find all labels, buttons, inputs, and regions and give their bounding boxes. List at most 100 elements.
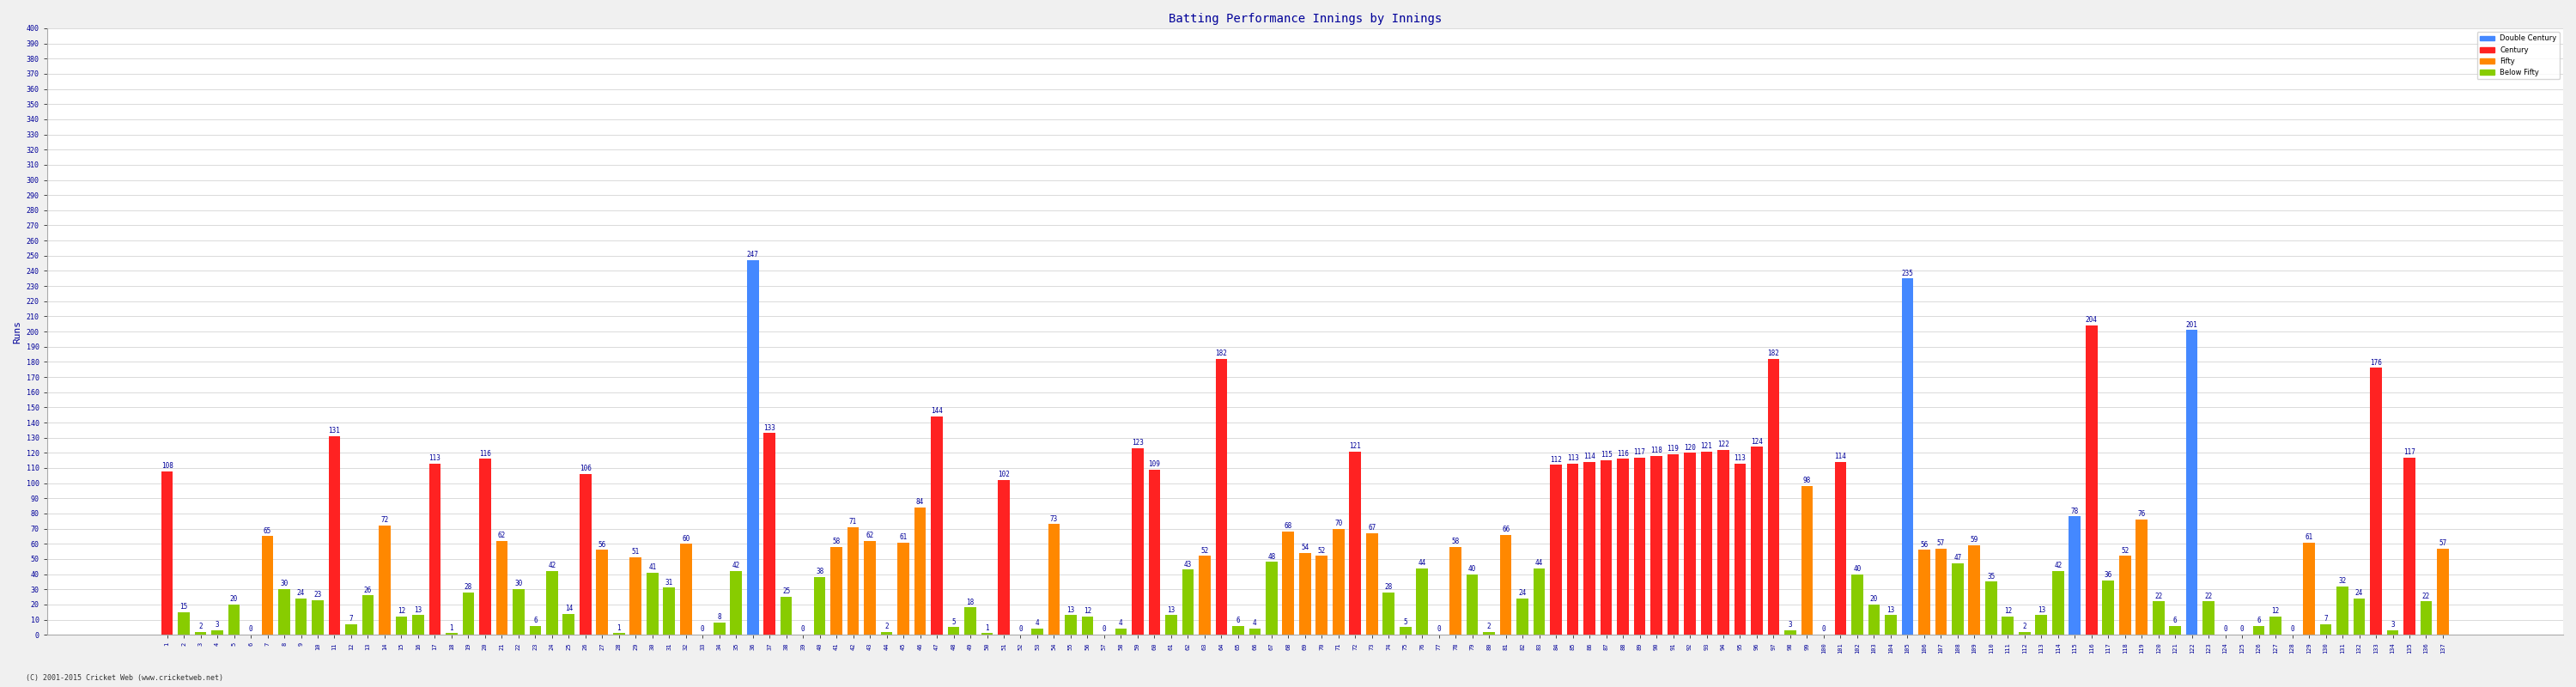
Text: 5: 5	[951, 618, 956, 626]
Bar	[1667, 454, 1680, 635]
Text: 13: 13	[1167, 606, 1175, 613]
Bar	[863, 541, 876, 635]
Bar	[647, 573, 659, 635]
Text: 2: 2	[198, 622, 204, 630]
Text: 1: 1	[451, 624, 453, 632]
Text: 84: 84	[917, 498, 925, 506]
Bar	[848, 527, 858, 635]
Text: 57: 57	[1937, 539, 1945, 547]
Text: 52: 52	[1319, 547, 1327, 554]
Text: 204: 204	[2087, 316, 2097, 324]
Text: 51: 51	[631, 548, 639, 556]
Bar	[1231, 626, 1244, 635]
Legend: Double Century, Century, Fifty, Below Fifty: Double Century, Century, Fifty, Below Fi…	[2478, 32, 2561, 79]
Text: 6: 6	[1236, 616, 1239, 624]
Text: 23: 23	[314, 591, 322, 598]
Bar	[1216, 359, 1226, 635]
Text: 6: 6	[533, 616, 538, 624]
Text: 40: 40	[1468, 565, 1476, 573]
Bar	[781, 597, 791, 635]
Bar	[1517, 598, 1528, 635]
Text: 4: 4	[1118, 620, 1123, 627]
Bar	[629, 557, 641, 635]
Text: 7: 7	[350, 615, 353, 622]
Text: 18: 18	[966, 598, 974, 606]
Bar	[1785, 630, 1795, 635]
Bar	[2269, 617, 2282, 635]
Text: 115: 115	[1600, 451, 1613, 459]
Text: 56: 56	[1919, 541, 1927, 548]
Text: 106: 106	[580, 465, 592, 473]
Bar	[2187, 330, 2197, 635]
Text: 58: 58	[1453, 538, 1461, 545]
Bar	[1767, 359, 1780, 635]
Bar	[2136, 519, 2148, 635]
Text: 56: 56	[598, 541, 605, 548]
Bar	[914, 508, 925, 635]
Text: (C) 2001-2015 Cricket Web (www.cricketweb.net): (C) 2001-2015 Cricket Web (www.cricketwe…	[26, 674, 224, 682]
Bar	[1082, 617, 1092, 635]
Bar	[2053, 571, 2063, 635]
Bar	[479, 459, 492, 635]
Bar	[2169, 626, 2182, 635]
Text: 24: 24	[1520, 589, 1528, 597]
Bar	[1466, 574, 1479, 635]
Text: 52: 52	[1200, 547, 1208, 554]
Text: 40: 40	[1852, 565, 1862, 573]
Text: 12: 12	[2272, 607, 2280, 615]
Bar	[1801, 486, 1814, 635]
Text: 72: 72	[381, 517, 389, 524]
Bar	[613, 633, 626, 635]
Text: 121: 121	[1350, 442, 1360, 450]
Text: 113: 113	[1566, 454, 1579, 462]
Text: 78: 78	[2071, 507, 2079, 515]
Text: 0: 0	[250, 626, 252, 633]
Bar	[1030, 629, 1043, 635]
Bar	[1499, 534, 1512, 635]
Text: 57: 57	[2439, 539, 2447, 547]
Bar	[330, 436, 340, 635]
Text: 13: 13	[1066, 606, 1074, 613]
Bar	[981, 633, 992, 635]
Text: 4: 4	[1252, 620, 1257, 627]
Text: 44: 44	[1419, 559, 1427, 567]
Text: 12: 12	[1084, 607, 1092, 615]
Bar	[1298, 553, 1311, 635]
Text: 144: 144	[930, 407, 943, 415]
Text: 118: 118	[1651, 447, 1662, 454]
Text: 13: 13	[415, 606, 422, 613]
Text: 124: 124	[1752, 438, 1762, 445]
Text: 22: 22	[2154, 592, 2161, 600]
Text: 112: 112	[1551, 455, 1561, 464]
Bar	[497, 541, 507, 635]
Text: 117: 117	[1633, 448, 1646, 456]
Text: 3: 3	[2391, 621, 2396, 629]
Text: 35: 35	[1986, 572, 1994, 581]
Text: 114: 114	[1834, 453, 1847, 460]
Bar	[1919, 550, 1929, 635]
Bar	[2421, 601, 2432, 635]
Bar	[1383, 592, 1394, 635]
Text: 42: 42	[2053, 562, 2061, 570]
Text: 20: 20	[229, 595, 237, 603]
Text: 76: 76	[2138, 510, 2146, 518]
Text: 7: 7	[2324, 615, 2329, 622]
Bar	[1533, 568, 1546, 635]
Text: 12: 12	[2004, 607, 2012, 615]
Bar	[1868, 605, 1880, 635]
Text: 26: 26	[363, 586, 371, 594]
Bar	[948, 627, 958, 635]
Bar	[1316, 556, 1327, 635]
Text: 0: 0	[1821, 626, 1826, 633]
Text: 182: 182	[1767, 350, 1780, 357]
Text: 98: 98	[1803, 477, 1811, 485]
Bar	[2154, 601, 2164, 635]
Bar	[1986, 582, 1996, 635]
Text: 0: 0	[701, 626, 706, 633]
Text: 123: 123	[1131, 439, 1144, 447]
Bar	[1968, 545, 1981, 635]
Bar	[1265, 562, 1278, 635]
Bar	[2102, 581, 2115, 635]
Bar	[930, 416, 943, 635]
Text: 62: 62	[866, 532, 873, 539]
